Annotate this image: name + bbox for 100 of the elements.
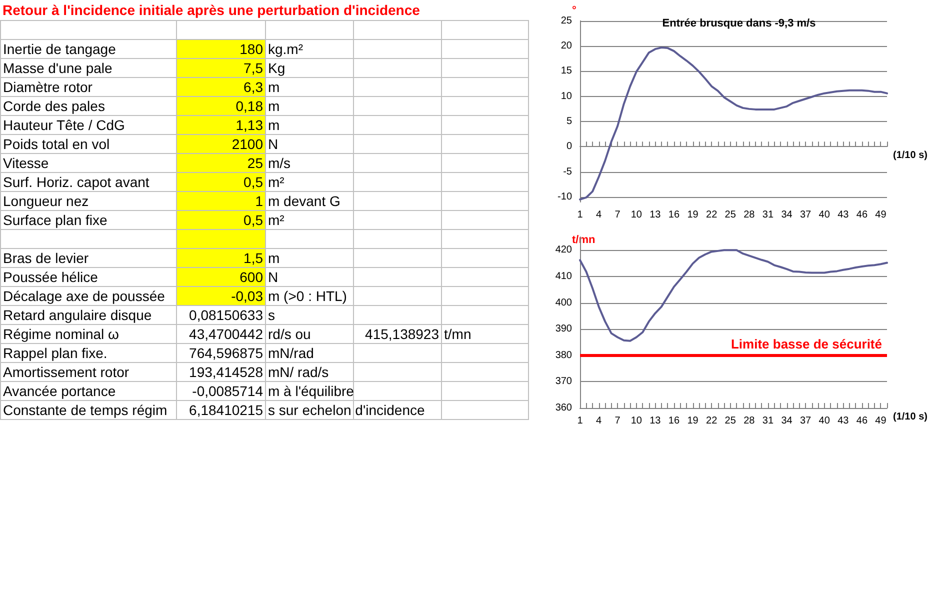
text: 600 (240, 269, 263, 285)
x-tick-label: 7 (614, 210, 621, 220)
text: 415,138923 (365, 326, 439, 342)
y-tick-label: 15 (560, 66, 572, 77)
ref-line-label: Limite basse de sécurité (730, 336, 882, 352)
x-tick-label: 46 (856, 210, 868, 220)
y-tick-label: -5 (563, 166, 572, 178)
y-tick-label: 390 (555, 324, 572, 335)
x-tick-label: 13 (650, 416, 662, 426)
y-tick-label: 25 (560, 15, 572, 26)
text: m (268, 98, 280, 114)
category-label: Décalage axe de poussée (3, 288, 165, 304)
text: N (268, 136, 278, 152)
x-tick-label: 43 (838, 210, 850, 220)
x-tick-label: 28 (744, 416, 756, 426)
y-tick-label: 380 (555, 350, 572, 361)
x-tick-label: 40 (818, 210, 830, 220)
text: 0,08150633 (189, 307, 263, 323)
category-label: Surface plan fixe (3, 212, 108, 228)
category-label: Avancée portance (3, 383, 116, 399)
category-label: Poids total en vol (3, 136, 110, 152)
text: s sur echelon d'incidence (268, 402, 425, 418)
x-tick-label: 4 (596, 210, 602, 220)
category-label: Régime nominal ω (3, 326, 119, 342)
text: 764,596875 (189, 345, 263, 361)
text: 0,5 (244, 174, 263, 190)
category-label: Bras de levier (3, 250, 89, 266)
text: 1,5 (244, 250, 263, 266)
x-tick-label: 28 (744, 210, 756, 220)
text: 193,414528 (189, 364, 263, 380)
text: Kg (268, 60, 286, 76)
x-tick-label: 1 (577, 210, 584, 220)
y-tick-label: 20 (560, 40, 572, 52)
y-tick-label: -10 (558, 191, 572, 202)
category-label: Constante de temps régim (3, 402, 168, 418)
x-tick-label: 37 (800, 210, 812, 220)
text: 7,5 (244, 60, 263, 76)
text: 25 (247, 155, 263, 171)
text: 0,5 (244, 212, 263, 228)
category-label: Amortissement rotor (3, 364, 130, 380)
category-label: Inertie de tangage (3, 41, 116, 57)
text: rd/s ou (268, 326, 311, 342)
text: mN/ rad/s (268, 364, 329, 380)
text: -0,0085714 (192, 383, 263, 399)
x-tick-label: 19 (687, 416, 699, 426)
y-tick-label: 360 (555, 402, 572, 414)
text: m (>0 : HTL) (268, 288, 347, 304)
category-label: Rappel plan fixe. (3, 345, 108, 361)
category-label: Corde des pales (3, 98, 105, 114)
text: 0,18 (236, 98, 263, 114)
x-tick-label: 31 (762, 416, 774, 426)
x-tick-label: 25 (724, 210, 736, 220)
x-tick-label: 7 (614, 416, 621, 426)
text: -0,03 (231, 288, 263, 304)
y-tick-label: 410 (555, 270, 572, 282)
text: m (268, 79, 280, 95)
text: 43,4700442 (189, 326, 263, 342)
x-tick-label: 49 (875, 210, 887, 220)
y-tick-label: 420 (555, 244, 572, 256)
category-label: Vitesse (3, 155, 49, 171)
category-label: Poussée hélice (3, 269, 98, 285)
y-tick-label: 370 (555, 376, 572, 388)
category-label: Diamètre rotor (3, 79, 92, 95)
text: 2100 (232, 136, 263, 152)
x-tick-label: 25 (724, 416, 736, 426)
text: 1,13 (236, 117, 263, 133)
text: 6,3 (244, 79, 263, 95)
category-label: Surf. Horiz. capot avant (3, 174, 150, 190)
text: Retour à l'incidence initiale après une perturbation d'incidence (2, 1, 421, 20)
x-tick-label: 37 (800, 416, 812, 426)
x-tick-label: 49 (875, 416, 887, 426)
x-tick-label: 46 (856, 416, 868, 426)
line-series (579, 46, 888, 200)
x-tick-label: 40 (818, 416, 830, 426)
text: m devant G (268, 193, 340, 209)
text: N (268, 269, 278, 285)
text: m/s (268, 155, 291, 171)
text: m (268, 250, 280, 266)
x-tick-label: 1 (577, 416, 584, 426)
text: 180 (240, 41, 263, 57)
x-tick-label: 34 (781, 210, 793, 220)
text: kg.m² (268, 41, 303, 57)
y-axis-title: ° (572, 4, 576, 16)
x-tick-label: 22 (706, 210, 718, 220)
y-tick-label: 5 (566, 116, 572, 128)
category-label: Longueur nez (3, 193, 89, 209)
x-tick-label: 16 (668, 416, 680, 426)
x-tick-label: 13 (650, 210, 662, 220)
x-tick-label: 31 (762, 210, 774, 220)
x-tick-label: 4 (596, 416, 602, 426)
text: m (268, 117, 280, 133)
category-label: Hauteur Tête / CdG (3, 117, 125, 133)
x-tick-label: 43 (838, 416, 850, 426)
y-tick-label: 0 (566, 141, 572, 152)
chart-title: Entrée brusque dans -9,3 m/s (662, 18, 816, 30)
x-tick-label: 10 (630, 210, 642, 220)
x-tick-label: 19 (687, 210, 699, 220)
text: 6,18410215 (189, 402, 263, 418)
y-tick-label: 400 (555, 297, 572, 308)
x-tick-label: 34 (781, 416, 793, 426)
